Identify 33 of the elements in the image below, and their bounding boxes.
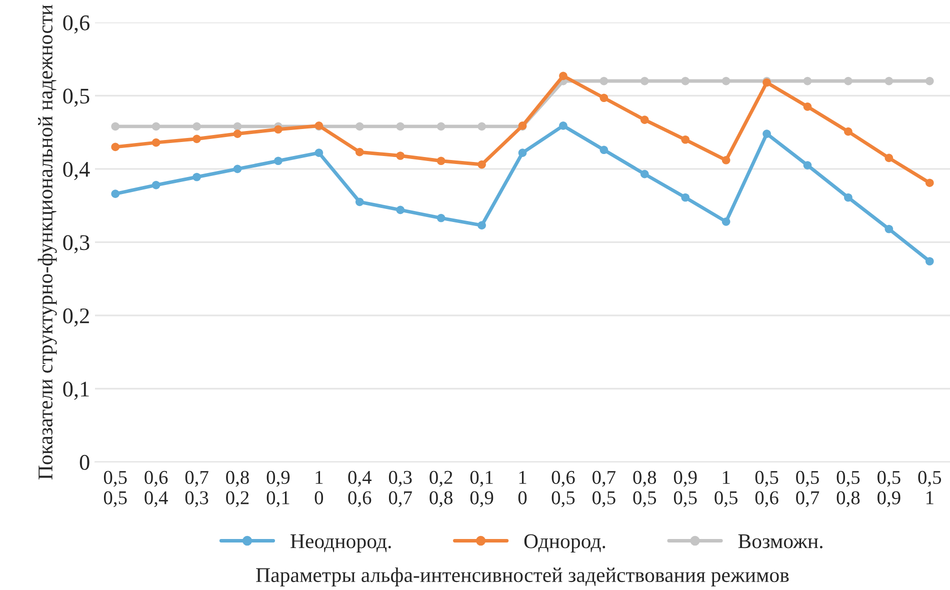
x-tick-label: 0,7 0,5	[592, 470, 616, 508]
x-tick-label: 0,5 0,7	[796, 470, 820, 508]
y-tick-label: 0,2	[63, 308, 89, 327]
x-tick-label: 0,2 0,8	[430, 470, 452, 508]
y-tick-label: 0,1	[63, 382, 89, 400]
x-tick-label: 0,7 0,3	[185, 470, 208, 508]
x-tick-label: 0,9 0,5	[674, 470, 697, 508]
x-tick-label: 0,3 0,7	[388, 470, 412, 508]
y-tick-label: 0	[80, 454, 90, 470]
legend-label: Неоднород.	[290, 534, 391, 552]
x-tick-label: 0,8 0,2	[226, 470, 249, 508]
x-tick-label: 0,4 0,6	[348, 470, 372, 508]
x-tick-label: 0,9 0,1	[266, 470, 290, 508]
y-tick-label: 0,6	[63, 15, 90, 34]
y-tick-label: 0,3	[63, 235, 90, 254]
y-tick-label: 0,5	[63, 88, 90, 107]
y-tick-label: 0,4	[63, 162, 90, 180]
x-tick-label: 0,5 0,9	[878, 470, 900, 508]
x-tick-label: 0,6 0,5	[552, 470, 575, 508]
x-tick-label: 1 0	[518, 470, 527, 504]
x-tick-label: 0,5 1	[918, 470, 942, 504]
x-tick-label: 0,6 0,4	[144, 470, 168, 508]
x-tick-label: 0,8 0,5	[633, 470, 656, 508]
x-tick-label: 0,5 0,5	[104, 470, 127, 508]
x-tick-label: 0,1 0,9	[470, 470, 494, 508]
x-tick-label: 0,5 0,8	[836, 470, 860, 508]
legend-label: Возможн.	[738, 534, 822, 548]
x-tick-label: 1 0,5	[714, 470, 738, 508]
y-axis-title: Показатели структурно-функциональной надежности	[38, 4, 57, 480]
x-axis-title: Параметры альфа-интенсивностей задействования режимов	[256, 567, 789, 586]
x-tick-label: 1 0	[314, 470, 324, 504]
x-tick-label: 0,5 0,6	[755, 470, 778, 508]
legend-label: Однород.	[524, 534, 606, 552]
